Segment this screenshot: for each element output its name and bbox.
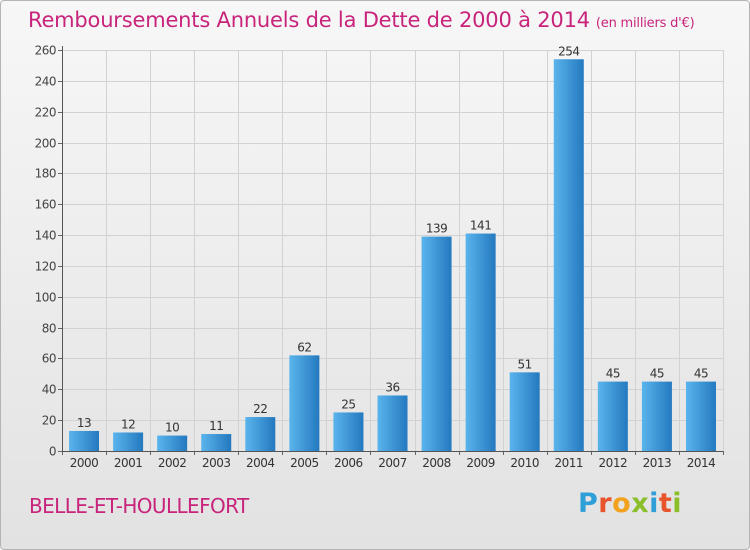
x-tick-label: 2005 [290, 456, 319, 470]
bars [69, 59, 716, 451]
y-tick-label: 200 [35, 137, 56, 151]
x-tick-label: 2002 [158, 456, 187, 470]
x-tick-label: 2014 [687, 456, 716, 470]
bar-value-label: 25 [341, 397, 355, 411]
bar-value-label: 254 [558, 44, 579, 58]
logo-letter: t [658, 488, 673, 519]
chart-unit: (en milliers d'€) [595, 16, 695, 31]
y-tick-label: 260 [35, 44, 56, 58]
bar-value-label: 12 [121, 417, 135, 431]
x-tick-label: 2003 [202, 456, 231, 470]
bar-value-label: 45 [650, 367, 664, 381]
logo-letter: o [612, 488, 632, 519]
bar [465, 233, 496, 451]
proxiti-logo: Proxiti [578, 488, 682, 519]
bar [553, 59, 584, 451]
y-tick-label: 140 [35, 229, 56, 243]
bar-value-label: 139 [426, 222, 447, 236]
logo-letter: x [631, 488, 650, 519]
x-tick-label: 2013 [643, 456, 672, 470]
bar-value-label: 13 [77, 416, 91, 430]
bar [421, 236, 452, 451]
x-tick-label: 2000 [70, 456, 99, 470]
y-tick-label: 40 [42, 383, 56, 397]
x-tick-label: 2011 [554, 456, 583, 470]
bar [69, 430, 100, 451]
y-tick-label: 220 [35, 106, 56, 120]
bar-value-label: 22 [253, 402, 267, 416]
bar [685, 381, 716, 451]
bar [509, 372, 540, 451]
y-tick-label: 80 [42, 322, 56, 336]
bar-value-label: 62 [297, 340, 311, 354]
logo-letter: i [649, 488, 659, 519]
x-tick-label: 2009 [466, 456, 495, 470]
bar [377, 395, 408, 451]
y-tick-label: 180 [35, 167, 56, 181]
chart-title-text: Remboursements Annuels de la Dette de 20… [28, 8, 590, 32]
bar-value-label: 51 [518, 357, 532, 371]
bar-value-label: 45 [694, 367, 708, 381]
x-tick-label: 2007 [378, 456, 407, 470]
y-tick-label: 60 [42, 352, 56, 366]
logo-letter: P [578, 488, 599, 519]
bar-value-label: 11 [209, 419, 223, 433]
labels: 0 20 40 60 80 100 120 140 160 180 200 220 240 260 13 20… [35, 44, 716, 471]
bar [201, 434, 232, 451]
x-tick-label: 2006 [334, 456, 363, 470]
chart-title: Remboursements Annuels de la Dette de 20… [28, 8, 695, 32]
bar-value-label: 10 [165, 421, 179, 435]
bar-value-label: 141 [470, 219, 491, 233]
x-tick-label: 2012 [599, 456, 628, 470]
bar [333, 412, 364, 451]
commune-name: BELLE-ET-HOULLEFORT [29, 494, 249, 518]
x-tick-label: 2001 [114, 456, 143, 470]
bar-value-label: 36 [385, 380, 399, 394]
y-tick-label: 120 [35, 260, 56, 274]
bar [641, 381, 672, 451]
x-tick-label: 2008 [422, 456, 451, 470]
y-tick-label: 240 [35, 75, 56, 89]
bar-value-label: 45 [606, 367, 620, 381]
bar [245, 417, 276, 451]
axes [58, 46, 724, 455]
bar [597, 381, 628, 451]
x-tick-label: 2004 [246, 456, 275, 470]
logo-letter: r [598, 488, 613, 519]
y-tick-label: 0 [49, 445, 56, 459]
bar [157, 435, 188, 451]
y-tick-label: 160 [35, 198, 56, 212]
y-tick-label: 100 [35, 291, 56, 305]
logo-letter: i [672, 488, 683, 519]
bar [289, 355, 320, 451]
bar [113, 432, 144, 451]
x-tick-label: 2010 [510, 456, 539, 470]
y-tick-label: 20 [42, 414, 56, 428]
